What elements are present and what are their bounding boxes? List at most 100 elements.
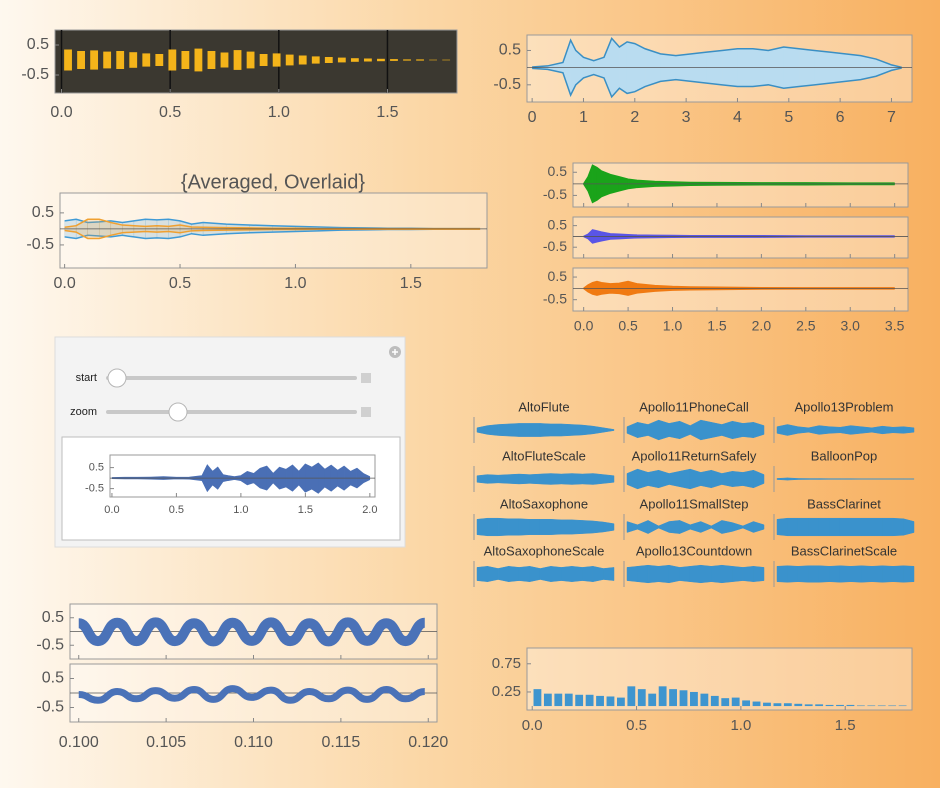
envelope-fill — [882, 517, 894, 537]
x-tick-label: 3 — [682, 109, 691, 126]
waveform-name: AltoSaxophone — [500, 496, 588, 511]
slider-knob[interactable] — [107, 368, 127, 388]
envelope-fill — [603, 521, 615, 533]
waveform-name: Apollo11ReturnSafely — [632, 448, 757, 463]
envelope-fill — [882, 425, 894, 435]
waveform-name: BassClarinetScale — [791, 543, 897, 558]
envelope-fill — [797, 426, 809, 434]
bar — [142, 53, 151, 67]
y-tick-label: -0.5 — [36, 636, 64, 653]
envelope-fill — [776, 565, 788, 583]
bar — [627, 686, 636, 707]
envelope-fill — [732, 420, 744, 440]
bar — [637, 689, 646, 707]
x-tick-label: 1.0 — [284, 275, 306, 292]
envelope-fill — [882, 565, 894, 583]
envelope-fill — [808, 517, 820, 537]
y-tick-label: 0.5 — [27, 36, 49, 53]
envelope-fill — [637, 468, 649, 490]
envelope-fill — [797, 478, 809, 480]
bar — [311, 56, 320, 64]
envelope-fill — [711, 564, 723, 584]
bar — [442, 59, 451, 61]
envelope-fill — [561, 423, 573, 437]
bar — [337, 57, 346, 63]
envelope-upper — [111, 462, 371, 479]
waveform-name: BassClarinet — [807, 496, 881, 511]
slider-knob[interactable] — [168, 402, 188, 422]
envelope-fill — [668, 420, 680, 440]
envelope-fill — [571, 473, 583, 485]
x-tick-label: 1.0 — [233, 504, 248, 516]
envelope-fill — [721, 520, 733, 534]
envelope-fill — [829, 426, 841, 434]
envelope-fill — [497, 565, 509, 583]
bar — [731, 697, 740, 707]
y-tick-label: -0.5 — [543, 238, 567, 254]
envelope-fill — [497, 423, 509, 437]
chart-title: {Averaged, Overlaid} — [181, 171, 366, 193]
envelope-fill — [829, 565, 841, 583]
x-tick-label: 1.0 — [663, 318, 683, 334]
envelope-fill — [829, 478, 841, 480]
x-tick-label: 1.5 — [298, 504, 313, 516]
envelope-fill — [689, 564, 702, 584]
envelope-fill — [776, 517, 788, 537]
bar — [742, 700, 751, 707]
bar — [773, 703, 782, 707]
envelope-fill — [742, 469, 754, 489]
envelope-fill — [668, 520, 680, 534]
bar — [103, 51, 112, 69]
envelope-fill — [550, 566, 562, 582]
bar — [90, 50, 99, 70]
x-tick-label: 0.5 — [626, 717, 647, 734]
envelope-fill — [776, 477, 788, 481]
envelope-fill — [529, 565, 541, 583]
slider-expand[interactable] — [361, 407, 371, 417]
slider-expand[interactable] — [361, 373, 371, 383]
bar — [836, 704, 844, 707]
bar — [168, 49, 177, 71]
envelope-fill — [787, 424, 799, 436]
envelope-fill — [539, 423, 552, 437]
waveform-name: Apollo13Countdown — [636, 543, 752, 558]
envelope-fill — [582, 566, 594, 582]
bar — [564, 693, 573, 707]
envelope-fill — [518, 518, 530, 536]
x-tick-label: 1.5 — [400, 275, 422, 292]
envelope-fill — [818, 425, 830, 435]
signal-line — [78, 685, 426, 704]
bar — [207, 51, 216, 69]
envelope-fill — [550, 423, 562, 437]
bar — [116, 51, 125, 69]
envelope-fill — [839, 517, 852, 537]
x-tick-label: 0 — [528, 109, 537, 126]
bar — [877, 705, 886, 707]
bar — [825, 704, 834, 707]
envelope-fill — [732, 471, 744, 487]
envelope-fill — [529, 423, 541, 437]
y-tick-label: -0.5 — [543, 290, 567, 306]
x-tick-label: 4 — [733, 109, 742, 126]
bar — [129, 52, 138, 68]
envelope-fill — [797, 517, 809, 537]
envelope-upper — [532, 37, 902, 69]
bar — [429, 59, 438, 61]
envelope-fill — [903, 426, 915, 434]
envelope-fill — [818, 517, 830, 537]
envelope-fill — [497, 517, 509, 537]
envelope-upper — [583, 229, 895, 238]
envelope-fill — [592, 565, 604, 583]
envelope-fill — [668, 564, 680, 584]
envelope-fill — [497, 474, 509, 484]
envelope-fill — [892, 517, 904, 537]
envelope-fill — [700, 564, 712, 584]
y-tick-label: 0.5 — [499, 42, 521, 59]
bar — [616, 697, 625, 707]
envelope-fill — [476, 566, 488, 582]
envelope-fill — [903, 565, 915, 583]
bar — [658, 686, 667, 707]
envelope-fill — [658, 469, 670, 489]
